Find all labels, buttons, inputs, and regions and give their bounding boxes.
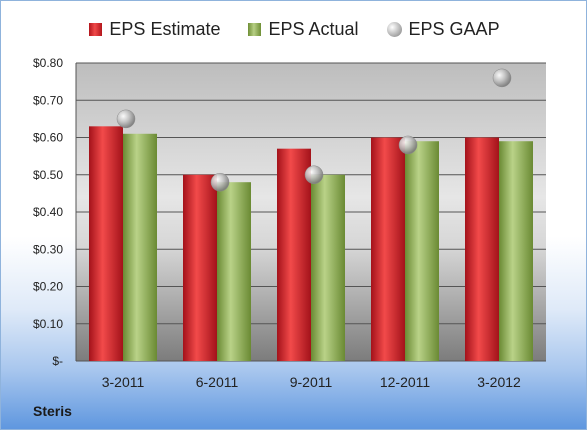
y-tick-label: $0.50 xyxy=(33,168,63,182)
company-name: Steris xyxy=(33,403,72,419)
x-tick-label: 6-2011 xyxy=(196,374,239,390)
x-tick-label: 12-2011 xyxy=(380,374,431,390)
y-tick-label: $0.60 xyxy=(33,131,63,145)
point-eps-gaap xyxy=(116,109,136,129)
y-tick-label: $0.20 xyxy=(33,280,63,294)
bar-eps-estimate xyxy=(89,126,123,361)
point-eps-gaap xyxy=(210,172,230,192)
bar-eps-actual xyxy=(311,174,345,361)
legend-item-eps-gaap: EPS GAAP xyxy=(386,18,500,40)
legend-item-eps-actual: EPS Actual xyxy=(248,18,359,40)
legend-item-eps-estimate: EPS Estimate xyxy=(89,19,220,40)
point-eps-gaap xyxy=(304,165,324,184)
y-tick-label: $- xyxy=(52,354,63,368)
legend-label-eps-estimate: EPS Estimate xyxy=(109,18,221,39)
y-tick-label: $0.80 xyxy=(33,56,63,70)
bar-eps-actual xyxy=(217,182,251,361)
point-eps-gaap xyxy=(398,135,418,155)
legend-swatch-eps-actual xyxy=(248,22,262,36)
bar-eps-estimate xyxy=(465,137,499,361)
legend-swatch-eps-estimate xyxy=(89,22,103,36)
x-tick-label: 9-2011 xyxy=(290,374,333,390)
bar-eps-estimate xyxy=(277,148,311,361)
bar-eps-actual xyxy=(123,133,157,361)
legend: EPS Estimate EPS Actual EPS GAAP xyxy=(1,15,587,43)
legend-label-eps-actual: EPS Actual xyxy=(268,18,359,39)
legend-label-eps-gaap: EPS GAAP xyxy=(408,18,500,39)
y-tick-label: $0.30 xyxy=(33,242,63,256)
y-tick-label: $0.40 xyxy=(33,205,63,219)
x-tick-label: 3-2011 xyxy=(102,374,145,390)
x-tick-label: 3-2012 xyxy=(477,374,521,390)
bar-eps-actual xyxy=(405,141,439,361)
y-tick-label: $0.10 xyxy=(33,317,63,331)
y-tick-label: $0.70 xyxy=(33,93,63,107)
bar-eps-estimate xyxy=(371,137,405,361)
point-eps-gaap xyxy=(492,68,512,88)
bar-eps-actual xyxy=(499,141,533,361)
legend-swatch-eps-gaap xyxy=(386,21,402,37)
bar-eps-estimate xyxy=(183,174,217,361)
